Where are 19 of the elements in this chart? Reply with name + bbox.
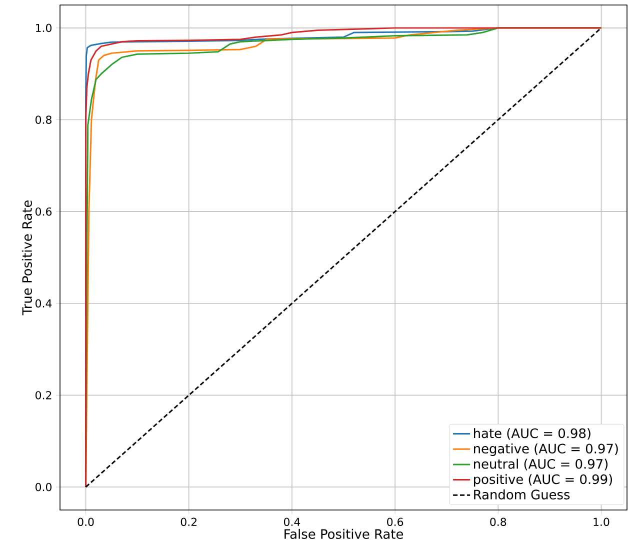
y-tick-label: 0.6 <box>36 207 52 216</box>
legend-label: Random Guess <box>474 489 570 500</box>
legend-label: neutral (AUC = 0.97) <box>474 458 608 470</box>
x-tick-label: 1.0 <box>594 518 610 526</box>
y-axis-title: True Positive Rate <box>22 200 32 316</box>
y-tick-label: 0.4 <box>36 299 52 308</box>
x-tick-label: 0.4 <box>284 518 300 526</box>
y-tick-label: 0.8 <box>36 116 52 124</box>
y-tick-label: 0.0 <box>36 482 52 492</box>
y-tick-label: 0.2 <box>36 391 52 400</box>
x-axis-title: False Positive Rate <box>284 528 404 539</box>
x-tick-label: 0.6 <box>387 518 404 526</box>
legend-label: hate (AUC = 0.98) <box>474 428 590 440</box>
x-tick-label: 0.2 <box>180 518 196 526</box>
x-tick-label: 0.8 <box>490 518 506 526</box>
legend-label: negative (AUC = 0.97) <box>474 443 618 456</box>
x-tick-label: 0.0 <box>78 518 94 526</box>
legend-label: positive (AUC = 0.99) <box>474 474 612 487</box>
y-tick-label: 1.0 <box>36 24 52 32</box>
